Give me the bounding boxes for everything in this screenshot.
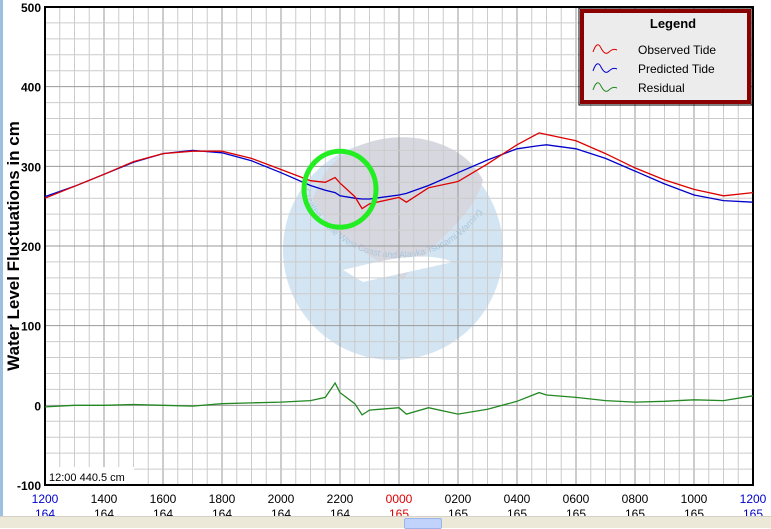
tide-chart: Created at the West Coast and Alaska Tsu… xyxy=(3,0,767,521)
legend: Legend Observed Tide Predicted Tide Residu… xyxy=(578,7,753,106)
x-tick-time: 1400 xyxy=(91,492,118,506)
readout-box: 12:00 440.5 cm xyxy=(46,467,134,484)
series-lines xyxy=(44,132,754,416)
legend-swatch-icon xyxy=(592,82,618,92)
highlight-circle xyxy=(301,148,379,230)
legend-entry: Residual xyxy=(638,81,685,95)
y-tick-label: 0 xyxy=(34,399,41,413)
legend-entry: Observed Tide xyxy=(638,43,716,57)
x-tick-time: 0200 xyxy=(445,492,472,506)
x-tick-time: 1000 xyxy=(681,492,708,506)
y-tick-label: 500 xyxy=(21,1,41,15)
y-axis-label: Water Level Fluctuations in cm xyxy=(4,121,23,371)
legend-entry: Predicted Tide xyxy=(638,62,715,76)
y-tick-label: 300 xyxy=(21,160,41,174)
cursor-readout: 12:00 440.5 cm xyxy=(49,472,125,484)
series-observed-tide xyxy=(44,132,754,210)
legend-title: Legend xyxy=(650,16,696,31)
y-tick-label: 200 xyxy=(21,240,41,254)
plot-border xyxy=(44,6,754,486)
x-tick-time: 0000 xyxy=(386,492,413,506)
x-tick-time: 2200 xyxy=(327,492,354,506)
x-tick-time: 1200 xyxy=(740,492,767,506)
x-tick-time: 1800 xyxy=(209,492,236,506)
legend-swatch-icon xyxy=(592,44,618,54)
series-predicted-tide xyxy=(44,144,754,203)
y-axis: 500 400 300 200 100 0 -100 xyxy=(17,1,41,493)
legend-swatch-icon xyxy=(592,63,618,73)
x-tick-time: 0800 xyxy=(622,492,649,506)
x-tick-time: 0600 xyxy=(563,492,590,506)
y-tick-label: 100 xyxy=(21,320,41,334)
x-tick-time: 0400 xyxy=(504,492,531,506)
scrollbar-thumb[interactable] xyxy=(404,518,442,529)
y-tick-label: 400 xyxy=(21,81,41,95)
horizontal-scrollbar[interactable] xyxy=(0,516,771,529)
y-tick-label: -100 xyxy=(17,479,41,493)
x-tick-time: 1600 xyxy=(150,492,177,506)
series-residual xyxy=(44,381,754,416)
x-tick-time: 2000 xyxy=(268,492,295,506)
x-tick-time: 1200 xyxy=(32,492,59,506)
